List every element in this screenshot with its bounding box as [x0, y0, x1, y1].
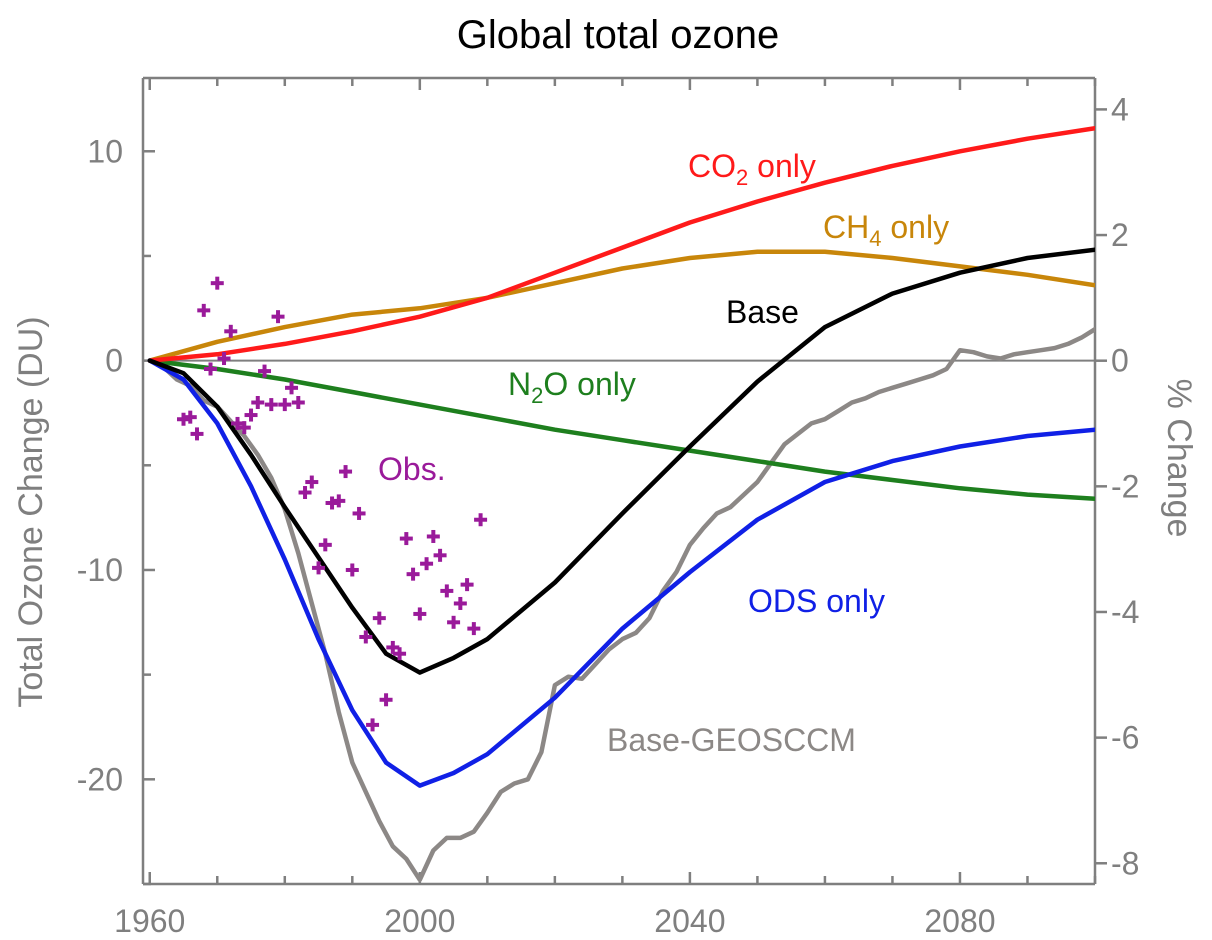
y2-tick-label: 4	[1111, 91, 1129, 127]
series-line-ch4-only	[147, 249, 1095, 363]
obs-point	[251, 395, 265, 409]
series-line-n2o-only	[147, 358, 1095, 502]
obs-point	[467, 622, 481, 636]
obs-point	[204, 362, 218, 376]
obs-point	[393, 647, 407, 661]
y2-tick-label: 2	[1111, 217, 1129, 253]
y-tick-label: 10	[87, 133, 123, 169]
obs-point	[258, 364, 272, 378]
obs-point	[426, 529, 440, 543]
obs-point	[278, 398, 292, 412]
obs-point	[244, 408, 258, 422]
series-label-ch4-only: CH4 only	[823, 209, 949, 251]
obs-point	[386, 640, 400, 654]
obs-point	[453, 596, 467, 610]
x-tick-label: 2000	[384, 903, 455, 939]
series-label-ods-only: ODS only	[748, 583, 885, 619]
series-label-n2o-only: N2O only	[508, 366, 636, 408]
series-line-base	[147, 247, 1095, 675]
obs-point	[474, 513, 488, 527]
obs-point	[352, 506, 366, 520]
obs-point	[447, 615, 461, 629]
series-label-base-geosccm: Base-GEOSCCM	[607, 722, 856, 758]
obs-point	[217, 352, 231, 366]
y2-tick-label: -8	[1111, 845, 1139, 881]
obs-point	[183, 410, 197, 424]
obs-point	[440, 584, 454, 598]
series-label-co2-only: CO2 only	[688, 148, 816, 190]
obs-point	[325, 496, 339, 510]
obs-point	[231, 416, 245, 430]
chart-title: Global total ozone	[457, 13, 779, 57]
obs-point	[237, 421, 251, 435]
obs-point	[460, 578, 474, 592]
y2-tick-label: -2	[1111, 468, 1139, 504]
series-layer	[147, 125, 1095, 883]
obs-point	[271, 310, 285, 324]
y2-axis-title: % Change	[1160, 379, 1198, 538]
obs-point	[312, 561, 326, 575]
axes-frame	[141, 76, 1097, 886]
obs-point	[318, 538, 332, 552]
obs-point	[298, 486, 312, 500]
obs-point	[420, 557, 434, 571]
obs-point	[291, 395, 305, 409]
y2-tick-label: -6	[1111, 720, 1139, 756]
y-tick-label: 0	[105, 343, 123, 379]
obs-point	[372, 611, 386, 625]
obs-point	[413, 607, 427, 621]
x-tick-label: 1960	[114, 903, 185, 939]
y2-tick-label: -4	[1111, 594, 1139, 630]
axis-ticks: 1960 2000 2040 2080 10 0 -10 -20 4 2 0 -2 -4 -6 -8	[77, 78, 1139, 939]
series-line-co2-only	[147, 125, 1095, 363]
x-tick-label: 2040	[654, 903, 725, 939]
obs-point	[379, 693, 393, 707]
obs-point	[285, 381, 299, 395]
y-axis-title: Total Ozone Change (DU)	[12, 316, 50, 707]
obs-point	[210, 276, 224, 290]
observations-layer	[177, 276, 488, 732]
obs-point	[359, 630, 373, 644]
series-line-ods-only	[147, 358, 1095, 788]
obs-point	[433, 548, 447, 562]
obs-point	[177, 412, 191, 426]
obs-point	[197, 303, 211, 317]
obs-point	[366, 718, 380, 732]
obs-point	[224, 324, 238, 338]
obs-point	[406, 567, 420, 581]
series-line-base-geosccm	[147, 326, 1095, 883]
obs-point	[190, 427, 204, 441]
x-tick-label: 2080	[924, 903, 995, 939]
series-label-base: Base	[726, 294, 799, 330]
obs-point	[345, 563, 359, 577]
obs-point	[332, 494, 346, 508]
y-tick-label: -10	[77, 552, 123, 588]
y-tick-label: -20	[77, 761, 123, 797]
obs-point	[264, 398, 278, 412]
obs-point	[305, 475, 319, 489]
obs-point	[399, 532, 413, 546]
obs-point	[339, 465, 353, 479]
y2-tick-label: 0	[1111, 343, 1129, 379]
obs-label: Obs.	[378, 451, 446, 487]
